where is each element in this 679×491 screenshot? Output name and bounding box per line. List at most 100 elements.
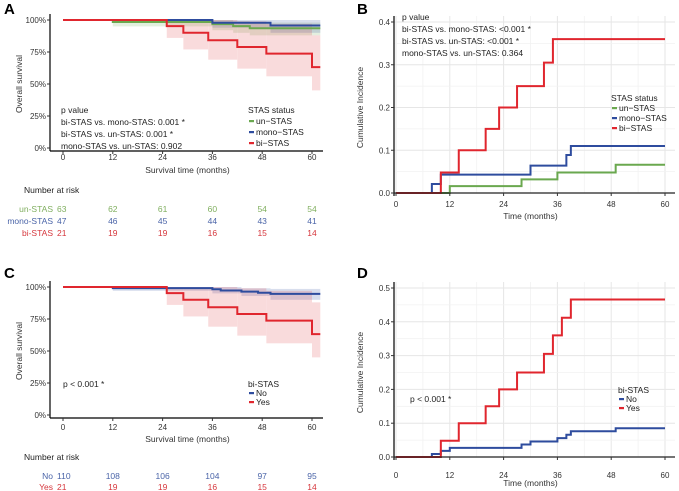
ci-segment xyxy=(212,20,234,31)
y-tick-label: 25% xyxy=(30,112,46,121)
panel-label: A xyxy=(4,1,15,18)
x-tick-label: 12 xyxy=(445,200,454,209)
risk-value: 21 xyxy=(57,482,67,491)
risk-row-label: bi-STAS xyxy=(22,228,53,238)
series-line-un-stas xyxy=(63,19,321,30)
x-tick-label: 60 xyxy=(308,153,317,162)
panel-a: A 0% 25% 50% 75% 100% 0 12 24 36 48 60 Survival time… xyxy=(4,1,323,238)
series-line-no xyxy=(63,286,321,295)
y-axis-title: Overall survival xyxy=(14,322,24,380)
series-line-bi-stas xyxy=(396,38,665,194)
x-tick-label: 36 xyxy=(208,153,217,162)
y-axis-title: Cumulative Incidence xyxy=(355,332,365,414)
x-axis-title: Survival time (months) xyxy=(145,434,230,444)
x-tick-label: 12 xyxy=(445,471,454,480)
y-tick-label: 100% xyxy=(26,283,46,292)
x-tick-label: 36 xyxy=(208,423,217,432)
risk-value: 44 xyxy=(208,216,218,226)
x-tick-label: 0 xyxy=(61,423,66,432)
series-line-mono-stas xyxy=(396,144,665,194)
legend-key-yes xyxy=(249,401,254,404)
legend-entry-mono-stas: mono−STAS xyxy=(256,127,304,137)
risk-row-label: Yes xyxy=(39,482,53,491)
risk-value: 14 xyxy=(307,482,317,491)
risk-value: 54 xyxy=(307,204,317,214)
ci-segment xyxy=(266,23,312,77)
panel-label: D xyxy=(357,265,368,282)
legend-entry-yes: Yes xyxy=(626,403,640,413)
y-tick-label: 0.3 xyxy=(379,352,391,361)
x-tick-label: 24 xyxy=(499,471,508,480)
legend-title: bi-STAS xyxy=(248,379,279,389)
x-tick-label: 48 xyxy=(607,471,616,480)
risk-value: 19 xyxy=(158,482,168,491)
ci-segment xyxy=(183,20,209,50)
risk-table-title: Number at risk xyxy=(24,185,80,195)
y-tick-label: 100% xyxy=(26,16,46,25)
risk-table-title: Number at risk xyxy=(24,452,80,462)
risk-value: 45 xyxy=(158,216,168,226)
risk-value: 47 xyxy=(57,216,67,226)
p-value-annotation: bi-STAS vs. un-STAS: <0.001 * xyxy=(402,36,520,46)
legend-entry-no: No xyxy=(626,394,637,404)
legend-entry-mono-stas: mono−STAS xyxy=(619,113,667,123)
x-tick-label: 24 xyxy=(158,153,167,162)
risk-value: 108 xyxy=(106,471,120,481)
risk-value: 106 xyxy=(156,471,170,481)
risk-value: 21 xyxy=(57,228,67,238)
panel-c: C 0% 25% 50% 75% 100% 0 12 24 36 48 60 Survival time… xyxy=(4,265,323,491)
risk-value: 63 xyxy=(57,204,67,214)
risk-value: 43 xyxy=(257,216,267,226)
y-tick-label: 0.3 xyxy=(379,61,391,70)
y-axis-title: Cumulative Incidence xyxy=(355,67,365,149)
panel-label: C xyxy=(4,265,15,282)
p-value-annotation: mono-STAS vs. un-STAS: 0.364 xyxy=(402,48,523,58)
risk-value: 110 xyxy=(57,471,71,481)
ci-segment xyxy=(183,287,209,317)
p-value-annotation: p < 0.001 * xyxy=(63,379,105,389)
p-value-annotation: p value xyxy=(402,12,430,22)
x-tick-label: 24 xyxy=(158,423,167,432)
x-tick-label: 36 xyxy=(553,471,562,480)
risk-value: 97 xyxy=(257,471,267,481)
legend-key-mono-stas xyxy=(612,117,617,120)
panel-b: B 0.0 0.1 0.2 0.3 0.4 0 12 24 36 48 60 Time (months)… xyxy=(355,1,675,221)
legend-entry-un-stas: un−STAS xyxy=(619,103,655,113)
y-tick-label: 0.2 xyxy=(379,104,391,113)
risk-row-label: un-STAS xyxy=(19,204,53,214)
risk-value: 16 xyxy=(208,228,218,238)
series-line-bi-stas xyxy=(63,19,321,69)
series-line-un-stas xyxy=(396,163,665,194)
risk-table: Number at risk No 110 108 106 104 97 95 Yes 21 19 1… xyxy=(24,452,317,491)
gridlines xyxy=(394,282,675,458)
x-tick-label: 24 xyxy=(499,200,508,209)
legend-key-no xyxy=(619,398,624,401)
risk-value: 95 xyxy=(307,471,317,481)
x-tick-label: 48 xyxy=(607,200,616,209)
y-tick-label: 0% xyxy=(34,411,46,420)
y-tick-label: 0.1 xyxy=(379,419,391,428)
risk-table: Number at risk un-STAS 63 62 61 60 54 54 mono-ST… xyxy=(7,185,317,238)
risk-value: 54 xyxy=(257,204,267,214)
panel-d: D 0.0 0.1 0.2 0.3 0.4 0.5 0 12 24 36 48 60 Time (mont… xyxy=(355,265,675,488)
series-line-mono-stas xyxy=(63,19,321,27)
x-axis-title: Survival time (months) xyxy=(145,165,230,175)
legend-key-mono-stas xyxy=(249,131,254,134)
y-tick-label: 0% xyxy=(34,144,46,153)
risk-row-label: mono-STAS xyxy=(7,216,53,226)
legend-entry-yes: Yes xyxy=(256,397,270,407)
ci-band-yes xyxy=(166,287,321,358)
p-value-annotation: mono-STAS vs. un-STAS: 0.902 xyxy=(61,141,182,151)
x-tick-label: 60 xyxy=(661,471,670,480)
risk-value: 19 xyxy=(108,482,118,491)
legend-key-bi-stas xyxy=(249,142,254,145)
ci-band-bi-stas xyxy=(166,20,321,91)
legend-entry-no: No xyxy=(256,388,267,398)
ci-segment xyxy=(237,288,267,336)
ci-segment xyxy=(166,287,184,305)
